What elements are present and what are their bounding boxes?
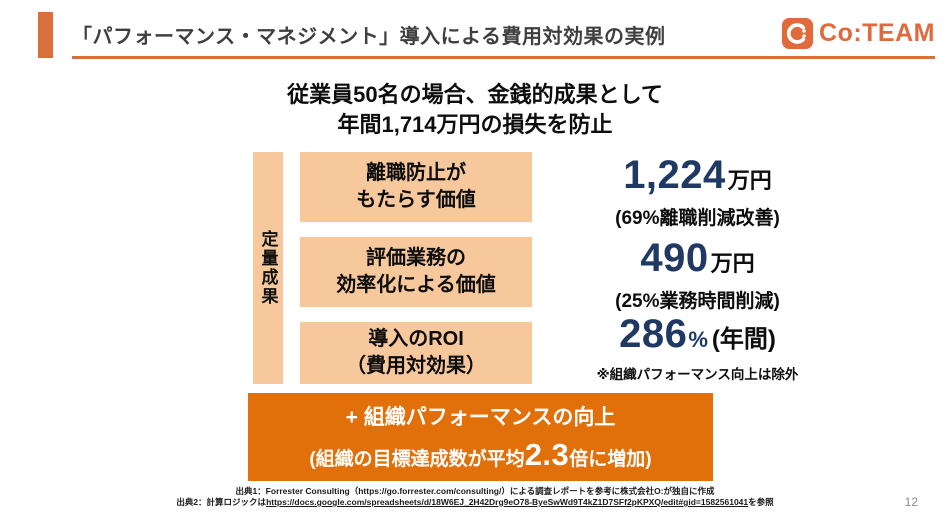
value-retention: 1,224 万円 (69%離職削減改善) (540, 153, 855, 230)
box-evaluation-line1: 評価業務の (366, 247, 466, 269)
value-evaluation-amount: 490 (640, 236, 709, 280)
box-evaluation-line2: 効率化による価値 (336, 274, 496, 296)
page-number: 12 (904, 495, 918, 509)
coteam-logo: Co:TEAM (782, 18, 935, 49)
value-evaluation-note: (25%業務時間削減) (615, 291, 780, 312)
source-notes: 出典1：Forrester Consulting（https://go.forr… (0, 486, 950, 508)
banner-line2: (組織の目標達成数が平均 2.3 倍に増加) (309, 437, 651, 473)
header-divider (72, 56, 935, 59)
side-label-quantitative-results: 定量成果 (253, 152, 283, 384)
value-roi: 286 % (年間) ※組織パフォーマンス向上は除外 (540, 312, 855, 383)
source-note-2: 出典2：計算ロジックはhttps://docs.google.com/sprea… (0, 497, 950, 508)
banner-line2-value: 2.3 (524, 437, 570, 472)
value-retention-note: (69%離職削減改善) (615, 208, 780, 229)
coteam-logo-text: Co:TEAM (819, 19, 935, 47)
value-roi-suffix: (年間) (711, 326, 776, 353)
value-roi-unit: % (688, 327, 708, 352)
value-evaluation: 490 万円 (25%業務時間削減) (540, 236, 855, 313)
banner-line2-prefix: (組織の目標達成数が平均 (309, 449, 525, 470)
main-heading-line1: 従業員50名の場合、金銭的成果として (287, 82, 663, 107)
value-evaluation-unit: 万円 (710, 251, 755, 276)
source-note-2-prefix: 出典2：計算ロジックは (176, 497, 267, 507)
box-roi-line1: 導入のROI (368, 328, 464, 350)
box-roi-line2: （費用対効果） (346, 355, 486, 377)
coteam-logo-icon (782, 18, 814, 49)
org-performance-banner: + 組織パフォーマンスの向上 (組織の目標達成数が平均 2.3 倍に増加) (248, 393, 713, 481)
banner-line1: + 組織パフォーマンスの向上 (345, 406, 616, 429)
banner-line2-suffix: 倍に増加) (569, 449, 652, 470)
source-note-2-suffix: を参照 (748, 497, 774, 507)
box-retention-line2: もたらす価値 (356, 189, 476, 211)
value-retention-unit: 万円 (727, 168, 772, 193)
page-title: 「パフォーマンス・マネジメント」導入による費用対効果の実例 (72, 26, 666, 48)
value-roi-note: ※組織パフォーマンス向上は除外 (596, 367, 799, 382)
spreadsheet-link[interactable]: https://docs.google.com/spreadsheets/d/1… (266, 497, 749, 507)
value-retention-amount: 1,224 (623, 153, 726, 197)
main-heading-line2: 年間1,714万円の損失を防止 (337, 112, 613, 137)
box-retention-value: 離職防止が もたらす価値 (300, 152, 532, 222)
side-label-text: 定量成果 (258, 230, 278, 306)
box-roi: 導入のROI （費用対効果） (300, 322, 532, 384)
box-evaluation-efficiency: 評価業務の 効率化による価値 (300, 237, 532, 307)
main-heading: 従業員50名の場合、金銭的成果として 年間1,714万円の損失を防止 (0, 80, 950, 140)
title-accent-bar (38, 12, 53, 58)
box-retention-line1: 離職防止が (366, 162, 466, 184)
source-note-1: 出典1：Forrester Consulting（https://go.forr… (235, 486, 715, 496)
value-roi-amount: 286 (619, 312, 688, 356)
